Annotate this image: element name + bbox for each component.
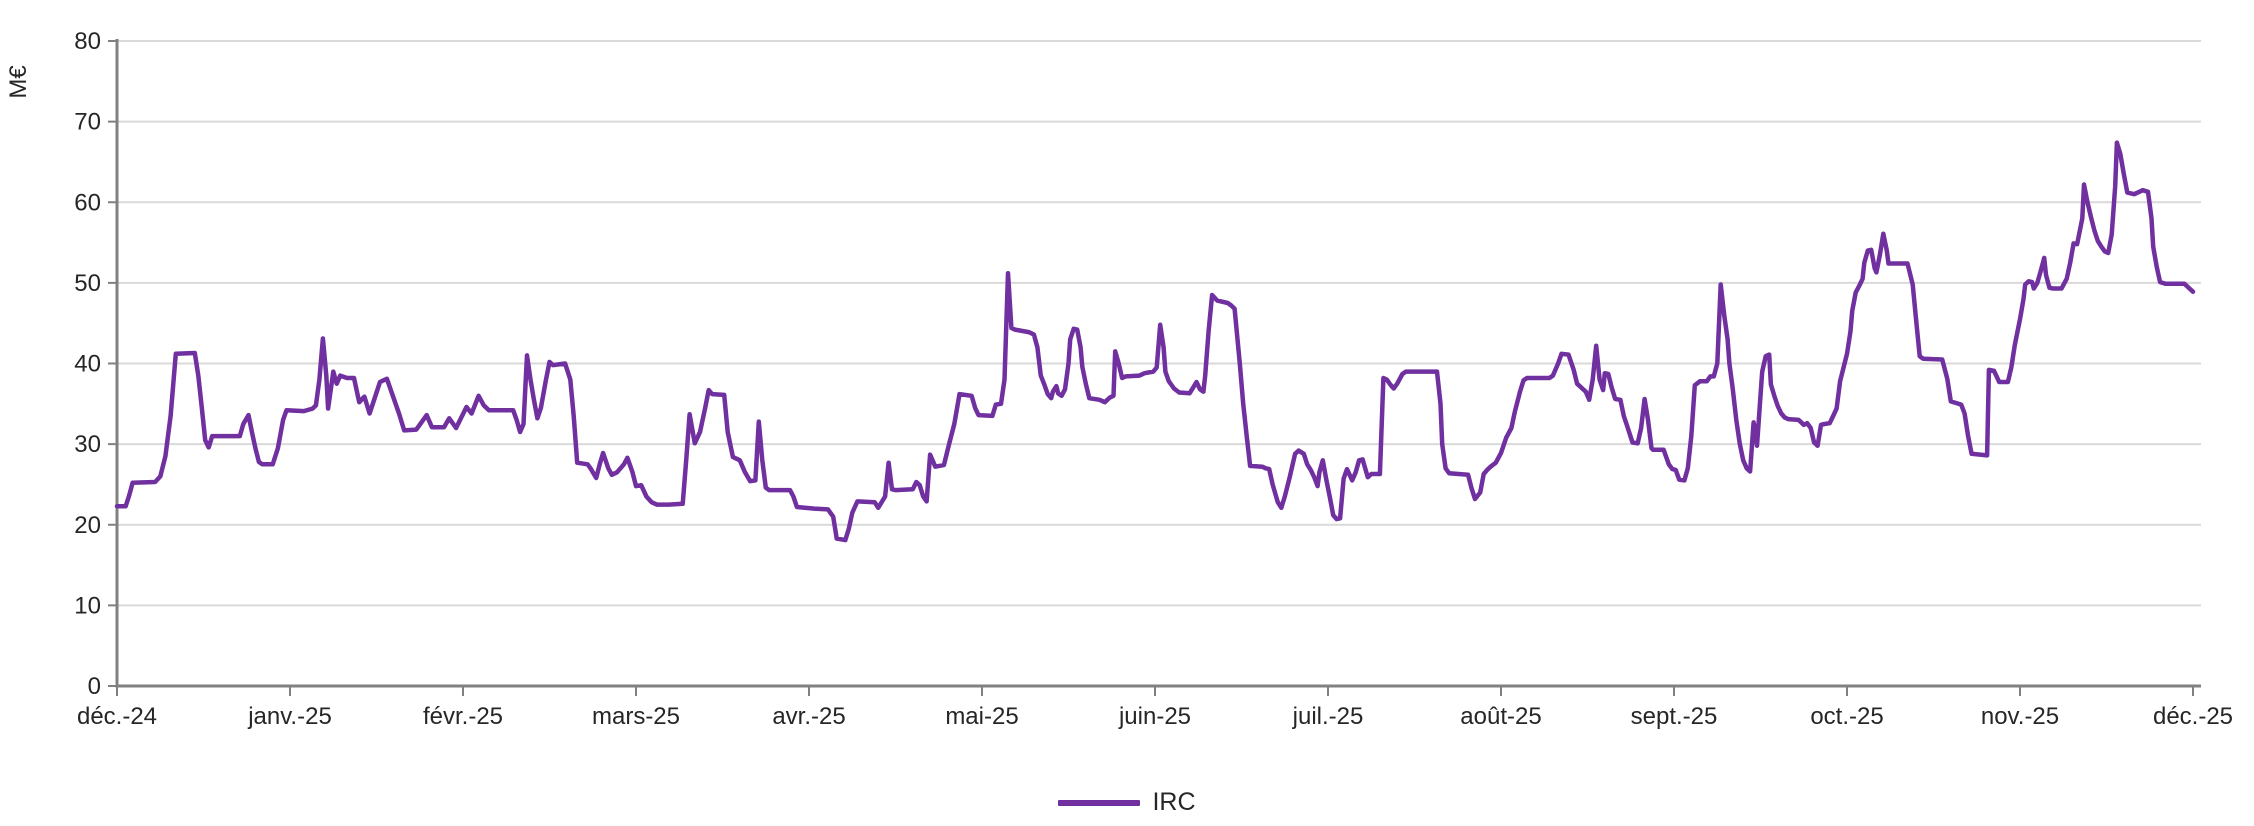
series-line-irc <box>114 140 2196 543</box>
x-tick-label-2: févr.-25 <box>423 703 503 730</box>
y-tick-label-40: 40 <box>74 351 101 378</box>
legend-line-swatch <box>1058 799 1141 806</box>
x-tick-label-12: déc.-25 <box>2153 703 2233 730</box>
y-tick-label-20: 20 <box>74 512 101 539</box>
legend: IRC <box>0 788 2254 817</box>
x-tick-label-9: sept.-25 <box>1631 703 1718 730</box>
x-tick-label-8: août-25 <box>1460 703 1541 730</box>
y-tick-label-0: 0 <box>88 673 101 700</box>
x-tick-label-3: mars-25 <box>592 703 680 730</box>
x-tick-label-5: mai-25 <box>945 703 1018 730</box>
legend-series-label: IRC <box>1152 788 1196 816</box>
x-tick-label-10: oct.-25 <box>1810 703 1883 730</box>
y-tick-label-50: 50 <box>74 270 101 297</box>
y-tick-label-80: 80 <box>74 28 101 55</box>
x-tick-label-1: janv.-25 <box>247 703 332 730</box>
y-tick-label-10: 10 <box>74 592 101 619</box>
x-tick-label-11: nov.-25 <box>1981 703 2059 730</box>
y-tick-label-70: 70 <box>74 109 101 136</box>
x-tick-label-6: juin-25 <box>1118 703 1191 730</box>
y-axis-unit-label: M€ <box>5 65 32 99</box>
x-tick-label-7: juil.-25 <box>1292 703 1364 730</box>
y-tick-label-60: 60 <box>74 189 101 216</box>
y-tick-label-30: 30 <box>74 431 101 458</box>
x-tick-label-0: déc.-24 <box>77 703 157 730</box>
x-tick-label-4: avr.-25 <box>772 703 845 730</box>
